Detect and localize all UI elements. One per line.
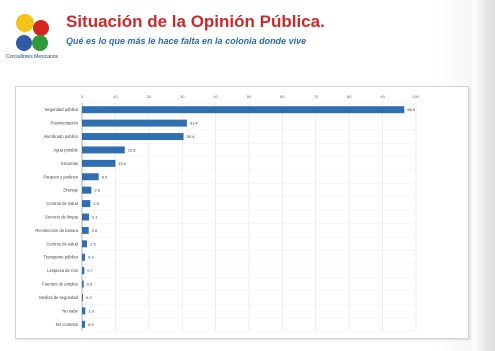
- bar: [82, 119, 187, 127]
- page-subtitle: Qué es lo que más le hace falta en la co…: [66, 36, 307, 46]
- category-label: Fuentes de empleo: [42, 282, 79, 287]
- bar: [82, 200, 91, 208]
- company-logo: [16, 14, 49, 51]
- data-label: 1.0: [88, 308, 94, 313]
- x-tick-label: 20: [147, 94, 152, 99]
- bar: [82, 293, 84, 301]
- page-title: Situación de la Opinión Pública.: [66, 12, 325, 31]
- data-label: 0.5: [87, 282, 93, 287]
- logo-caption: Consultores Mexicanos: [6, 54, 58, 60]
- data-label: 30.4: [187, 134, 196, 139]
- data-label: 0.7: [87, 268, 93, 273]
- bar: [82, 253, 86, 261]
- category-label: Parques y jardines: [43, 174, 78, 179]
- data-label: 5.0: [102, 174, 108, 179]
- logo-circle-red: [33, 20, 49, 36]
- bar: [82, 146, 125, 154]
- bar: [82, 213, 90, 221]
- data-label: 31.4: [190, 121, 199, 126]
- data-label: 0.3: [86, 295, 92, 300]
- category-label: Servicio de limpia: [45, 215, 78, 220]
- category-label: No contestó: [56, 322, 79, 327]
- category-label: Centros de salud: [46, 241, 78, 246]
- category-label: Transporte público: [43, 255, 78, 260]
- data-label: 2.1: [92, 215, 98, 220]
- data-label: 0.9: [88, 255, 94, 260]
- bar: [82, 106, 405, 114]
- bar: [82, 226, 89, 234]
- bar: [82, 133, 184, 141]
- bar: [82, 186, 92, 194]
- bar: [82, 307, 86, 315]
- category-label: Centros de salud: [46, 201, 78, 206]
- x-tick-label: 70: [314, 94, 319, 99]
- bar: [82, 159, 116, 167]
- logo-circle-green: [32, 35, 48, 51]
- page-edge-shadow: [473, 0, 495, 351]
- bar: [82, 320, 86, 328]
- data-label: 96.5: [407, 107, 416, 112]
- bar: [82, 280, 84, 288]
- bar: [82, 173, 99, 181]
- category-label: Limpieza de ríos: [47, 268, 78, 273]
- data-label: 2.0: [92, 228, 98, 233]
- category-label: Agua potable: [53, 147, 78, 152]
- bar-chart: 0 10 20 30 40 50 60 70 80 90 100 Seguridad pública 9…: [35, 94, 420, 332]
- category-label: Escuelas: [61, 161, 78, 166]
- x-tick-label: 30: [180, 94, 185, 99]
- category-label: Recolección de basura: [35, 228, 78, 233]
- x-tick-label: 100: [413, 94, 420, 99]
- category-label: Seguridad pública: [44, 107, 78, 112]
- data-label: 0.9: [88, 322, 94, 327]
- category-label: Drenaje: [63, 188, 78, 193]
- category-label: Medios de seguridad: [39, 295, 79, 300]
- data-label: 2.8: [94, 188, 100, 193]
- x-tick-label: 90: [380, 94, 385, 99]
- data-label: 1.5: [90, 241, 96, 246]
- bar: [82, 267, 85, 275]
- x-tick-label: 80: [347, 94, 352, 99]
- x-tick-label: 40: [213, 94, 218, 99]
- category-label: Alumbrado público: [43, 134, 78, 139]
- x-tick-label: 10: [113, 94, 118, 99]
- logo-circle-blue: [16, 35, 32, 51]
- x-tick-label: 50: [247, 94, 252, 99]
- x-tick-label: 60: [280, 94, 285, 99]
- chart-container: 0 10 20 30 40 50 60 70 80 90 100 Seguridad pública 9…: [15, 86, 469, 339]
- data-label: 2.5: [93, 201, 99, 206]
- category-label: No sabe: [62, 308, 78, 313]
- category-label: Pavimentación: [51, 121, 79, 126]
- logo-circle-yellow: [16, 14, 34, 32]
- data-label: 12.8: [128, 147, 137, 152]
- x-tick-label: 0: [81, 94, 84, 99]
- bar: [82, 240, 88, 248]
- data-label: 10.0: [118, 161, 127, 166]
